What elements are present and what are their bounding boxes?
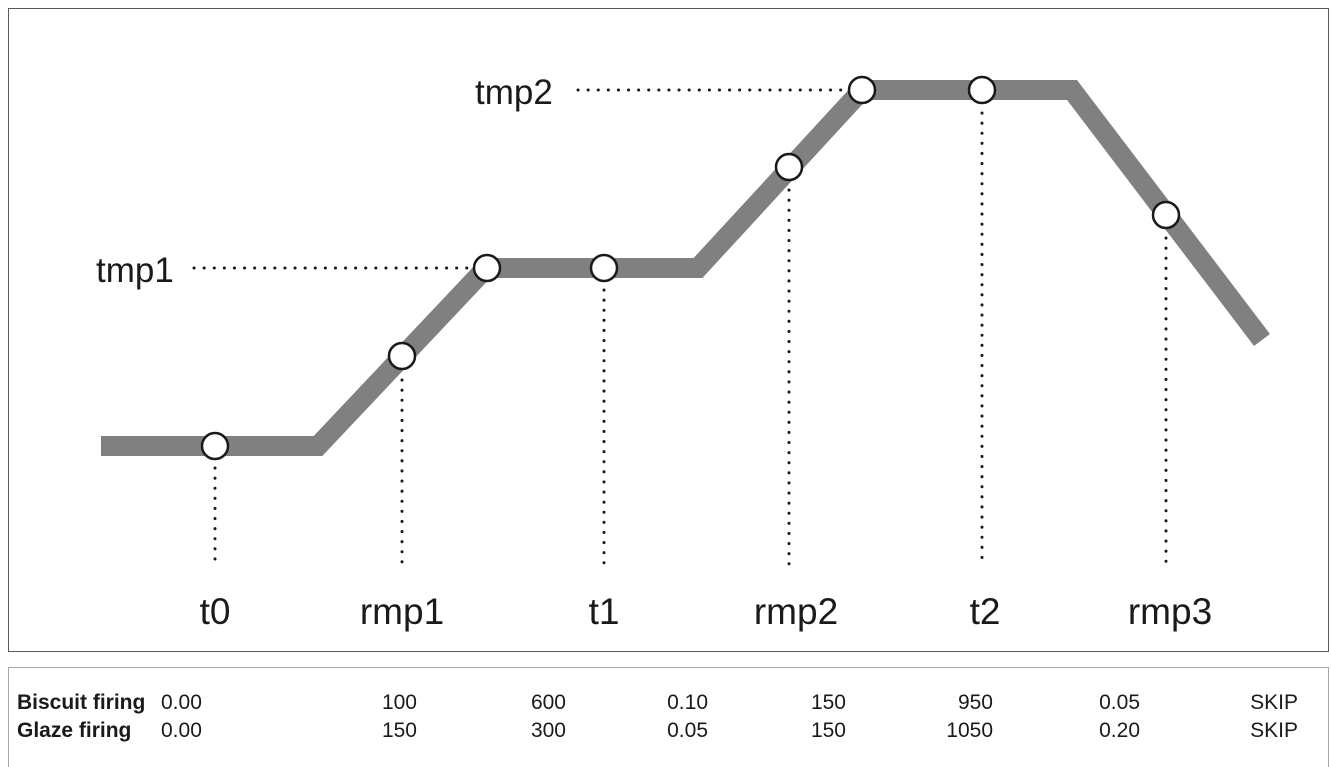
value-cell: 0.05 [1099, 691, 1140, 714]
value-cell: 300 [530, 719, 566, 742]
level-label-tmp1: tmp1 [96, 251, 174, 290]
value-cell: 0.05 [667, 719, 708, 742]
point-label-t0: t0 [200, 591, 231, 632]
point-marker [847, 75, 877, 105]
point-label-rmp2: rmp2 [754, 591, 838, 632]
firing-profile-diagram: tmp1 tmp2 t0 rmp1 t1 rmp2 t2 rmp3 [96, 73, 1270, 632]
level-label-tmp2: tmp2 [475, 73, 553, 112]
value-cell: 150 [810, 691, 846, 714]
point-label-rmp1: rmp1 [360, 591, 444, 632]
table-row: Biscuit firing 0.00 100 600 0.10 150 950… [9, 690, 1328, 718]
point-marker [967, 75, 997, 105]
value-cell: 1050 [946, 719, 993, 742]
value-cell: 150 [810, 719, 846, 742]
point-marker [589, 253, 619, 283]
point-label-rmp3: rmp3 [1128, 591, 1212, 632]
value-cell: 150 [381, 719, 417, 742]
point-marker [774, 152, 804, 182]
point-label-t1: t1 [589, 591, 620, 632]
point-marker [200, 431, 230, 461]
value-cell: 0.10 [667, 691, 708, 714]
value-cell: 0.00 [161, 719, 202, 742]
firing-profile-diagram-frame [8, 8, 1329, 652]
value-cell: 950 [957, 691, 993, 714]
point-marker [387, 341, 417, 371]
firing-profile-curve [101, 80, 1270, 456]
row-label: Biscuit firing [17, 691, 146, 714]
row-label: Glaze firing [17, 719, 132, 742]
value-cell: 100 [381, 691, 417, 714]
point-marker [1151, 200, 1181, 230]
value-cell: SKIP [1250, 719, 1298, 742]
value-cell: 600 [530, 691, 566, 714]
table-row: Glaze firing 0.00 150 300 0.05 150 1050 … [9, 718, 1328, 746]
value-cell: 0.00 [161, 691, 202, 714]
firing-settings-table: Biscuit firing 0.00 100 600 0.10 150 950… [8, 667, 1329, 767]
point-label-t2: t2 [970, 591, 1001, 632]
value-cell: SKIP [1250, 691, 1298, 714]
value-cell: 0.20 [1099, 719, 1140, 742]
point-marker [472, 253, 502, 283]
